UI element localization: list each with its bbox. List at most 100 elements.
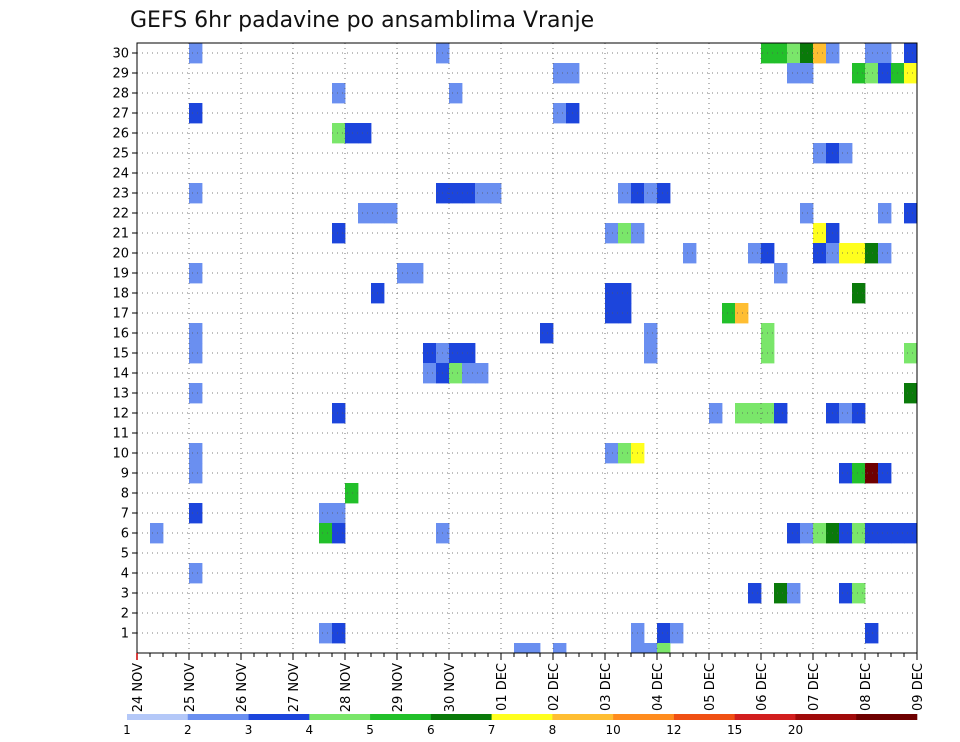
heatmap-cell <box>553 643 567 654</box>
x-tick-label: 06 DEC <box>755 663 770 711</box>
heatmap-cell <box>488 183 502 204</box>
heatmap-cell <box>332 623 346 644</box>
heatmap-cell <box>787 63 801 84</box>
heatmap-cell <box>722 303 736 324</box>
x-axis: 24 NOV 25 NOV 26 NOV 27 NOV 28 NOV 29 NOV 30 N… <box>131 653 926 712</box>
heatmap-cell <box>748 403 762 424</box>
heatmap-cell <box>904 523 918 544</box>
heatmap-cell <box>189 183 203 204</box>
heatmap-cell <box>423 343 437 364</box>
heatmap-cell <box>189 103 203 124</box>
heatmap-cell <box>319 523 333 544</box>
y-tick-label: 2 <box>121 607 129 622</box>
heatmap-cell <box>384 203 398 224</box>
y-tick-label: 16 <box>112 327 129 342</box>
heatmap-cell <box>189 463 203 484</box>
heatmap-cell <box>397 263 411 284</box>
colorbar-segment <box>491 714 553 720</box>
heatmap-cell <box>475 183 489 204</box>
heatmap-cell <box>774 263 788 284</box>
heatmap-cell <box>189 443 203 464</box>
y-tick-label: 25 <box>112 147 129 162</box>
colorbar-label: 1 <box>123 723 131 737</box>
heatmap-cell <box>475 363 489 384</box>
heatmap-cell <box>865 463 879 484</box>
colorbar-segment <box>613 714 675 720</box>
colorbar-segment <box>856 714 918 720</box>
y-tick-label: 20 <box>112 247 129 262</box>
heatmap-cell <box>774 403 788 424</box>
colorbar-label: 4 <box>305 723 313 737</box>
heatmap-cell <box>553 63 567 84</box>
heatmap-cell <box>683 243 697 264</box>
heatmap-cell <box>189 503 203 524</box>
heatmap-cell <box>852 463 866 484</box>
x-tick-label: 24 NOV <box>131 663 146 712</box>
y-tick-label: 17 <box>112 307 129 322</box>
colorbar-label: 2 <box>184 723 192 737</box>
x-tick-label: 02 DEC <box>547 663 562 711</box>
x-tick-label: 28 NOV <box>339 663 354 712</box>
y-tick-label: 21 <box>112 227 129 242</box>
heatmap-cell <box>670 623 684 644</box>
heatmap-cell <box>332 403 346 424</box>
x-tick-label: 27 NOV <box>287 663 302 712</box>
heatmap-cell <box>423 363 437 384</box>
heatmap-cell <box>189 563 203 584</box>
colorbar-segment <box>309 714 371 720</box>
plot-frame <box>136 42 918 654</box>
heatmap-cell <box>319 623 333 644</box>
heatmap-cell <box>865 523 879 544</box>
heatmap-cell <box>358 203 372 224</box>
y-tick-label: 12 <box>112 407 129 422</box>
heatmap-cell <box>865 63 879 84</box>
colorbar-label: 10 <box>606 723 621 737</box>
heatmap-cell <box>878 203 892 224</box>
heatmap-cell <box>787 43 801 64</box>
colorbar-label: 12 <box>666 723 681 737</box>
y-tick-label: 19 <box>112 267 129 282</box>
heatmap-cell <box>787 583 801 604</box>
heatmap-cell <box>618 283 632 304</box>
heatmap-cell <box>878 63 892 84</box>
heatmap-cell <box>813 223 827 244</box>
heatmap-cell <box>839 583 853 604</box>
y-tick-label: 11 <box>112 427 129 442</box>
heatmap-cell <box>878 43 892 64</box>
x-tick-label: 09 DEC <box>911 663 926 711</box>
heatmap-cell <box>813 43 827 64</box>
heatmap-cell <box>410 263 424 284</box>
heatmap-cell <box>800 523 814 544</box>
heatmap-cell <box>644 643 658 654</box>
colorbar-segment <box>430 714 492 720</box>
heatmap-cell <box>813 143 827 164</box>
heatmap-cell <box>800 203 814 224</box>
colorbar-segment <box>370 714 432 720</box>
heatmap-cell <box>449 83 463 104</box>
colorbar-segment <box>673 714 735 720</box>
heatmap-cell <box>605 283 619 304</box>
heatmap-cell <box>449 363 463 384</box>
heatmap-cell <box>319 503 333 524</box>
x-tick-label: 26 NOV <box>235 663 250 712</box>
colorbar-segment <box>248 714 310 720</box>
heatmap-cell <box>462 343 476 364</box>
heatmap-cell <box>189 383 203 404</box>
colorbar-label: 3 <box>245 723 253 737</box>
colorbar-label: 7 <box>488 723 496 737</box>
colorbar-label: 8 <box>549 723 557 737</box>
heatmap-cell <box>852 583 866 604</box>
y-tick-label: 18 <box>112 287 129 302</box>
heatmap-cell <box>748 243 762 264</box>
colorbar-label: 6 <box>427 723 435 737</box>
heatmap-cell <box>904 43 918 64</box>
heatmap-cell <box>332 523 346 544</box>
x-tick-label: 05 DEC <box>703 663 718 711</box>
heatmap-cell <box>553 103 567 124</box>
heatmap-cell <box>878 243 892 264</box>
x-tick-label: 25 NOV <box>183 663 198 712</box>
heatmap-cell <box>904 63 918 84</box>
heatmap-cell <box>514 643 528 654</box>
x-tick-label: 01 DEC <box>495 663 510 711</box>
